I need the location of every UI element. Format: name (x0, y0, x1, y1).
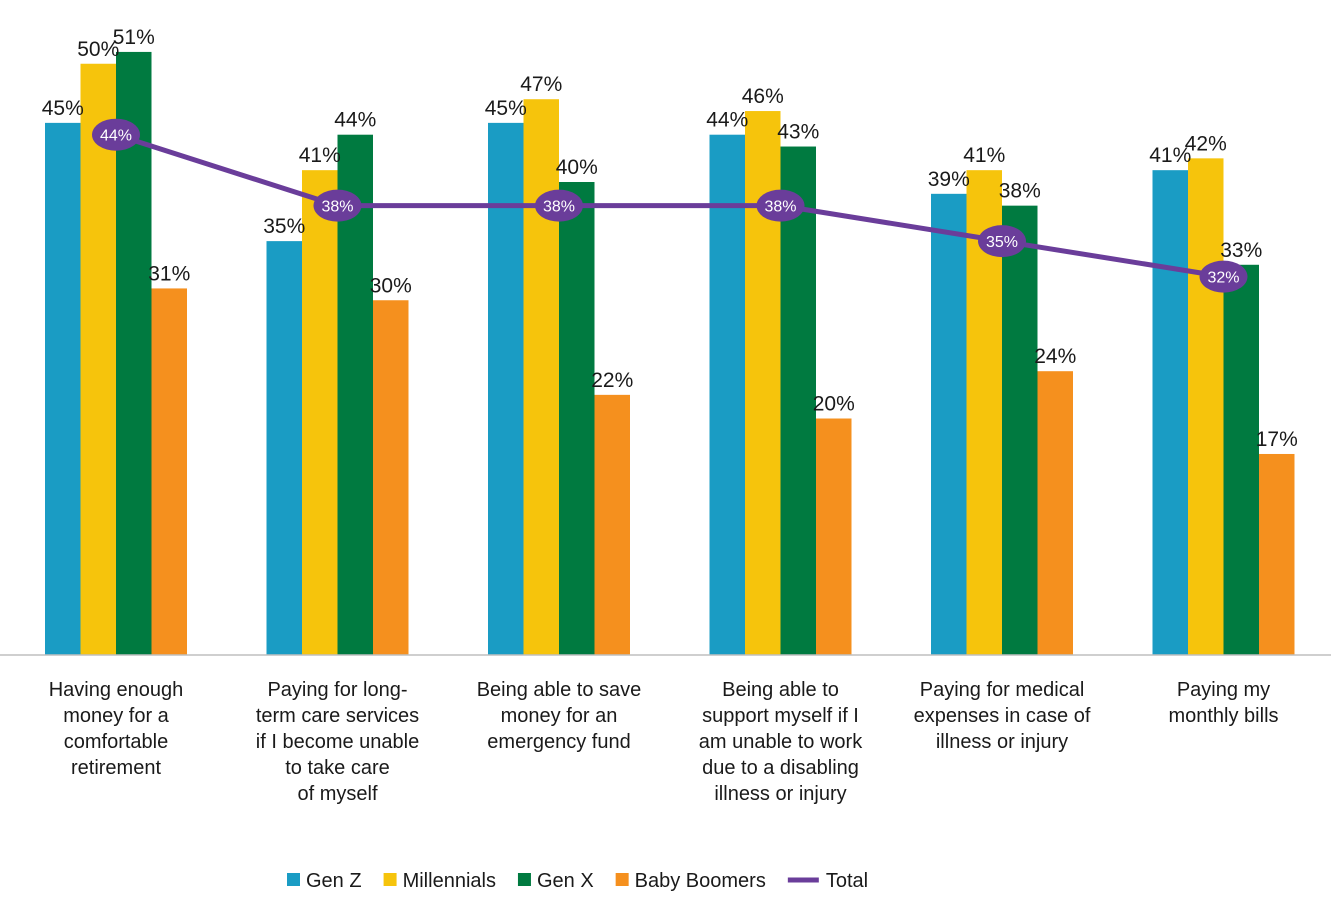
total-point (1199, 260, 1248, 293)
category-label: Being able to save money for an emergency … (477, 679, 642, 753)
bar-baby-boomers-0 (151, 288, 187, 655)
bar-value-label: 44% (334, 109, 376, 132)
total-line-layer: 44% 38% 38% 38% 35% 32% (92, 118, 1248, 293)
legend-swatch-gen-z (287, 873, 300, 886)
total-point (756, 189, 805, 222)
legend-label: Baby Boomers (635, 870, 766, 892)
bar-value-label: 41% (299, 144, 341, 167)
bar-millennials-2 (523, 99, 559, 656)
bar-gen-z-2 (488, 122, 524, 655)
bar-value-label: 46% (742, 85, 784, 108)
bar-millennials-0 (80, 63, 116, 655)
legend-label: Gen Z (306, 870, 362, 892)
bar-baby-boomers-4 (1037, 371, 1073, 655)
bar-value-label: 47% (520, 73, 562, 96)
bar-value-label: 24% (1034, 345, 1076, 368)
bar-gen-z-5 (1152, 170, 1188, 656)
bar-gen-x-0 (116, 51, 152, 656)
category-label: Paying my monthly bills (1168, 679, 1278, 727)
total-value-label: 38% (764, 199, 796, 216)
category-label: Paying for long-term care services if I b… (256, 679, 419, 805)
bar-value-label: 17% (1256, 428, 1298, 451)
bar-value-label: 45% (485, 97, 527, 120)
bar-value-label: 43% (777, 121, 819, 144)
legend-label: Total (826, 870, 868, 892)
total-value-label: 38% (321, 199, 353, 216)
category-label: Having enough money for a comfortable retir… (49, 679, 184, 779)
total-value-label: 44% (100, 128, 132, 145)
total-point (978, 225, 1026, 258)
bar-gen-x-3 (780, 146, 816, 655)
bar-value-label: 38% (999, 180, 1041, 203)
total-value-label: 32% (1207, 270, 1239, 287)
bar-value-label: 20% (813, 393, 855, 416)
bar-value-label: 33% (1220, 239, 1262, 262)
bar-millennials-5 (1188, 158, 1224, 655)
bar-baby-boomers-2 (594, 394, 630, 655)
category-labels: Having enough money for a comfortable retir… (49, 679, 1279, 805)
bar-gen-z-3 (709, 134, 745, 655)
bar-value-label: 41% (963, 144, 1005, 167)
bar-gen-x-5 (1223, 264, 1259, 655)
category-label: Paying for medical expenses in case of ill… (914, 679, 1091, 753)
bar-value-label: 22% (591, 369, 633, 392)
bar-layer (45, 51, 1295, 656)
legend-swatch-gen-x (517, 873, 531, 886)
legend-swatch-millennials (383, 873, 397, 886)
bar-baby-boomers-3 (816, 418, 852, 655)
bar-value-label: 39% (928, 168, 970, 191)
legend-swatch-baby-boomers (615, 873, 629, 886)
total-value-label: 35% (986, 234, 1018, 251)
legend-label: Gen X (537, 870, 594, 892)
bar-value-label: 40% (556, 156, 598, 179)
bar-value-label: 35% (263, 215, 305, 238)
legend: Gen Z Millennials Gen X Baby Boomers Total (287, 870, 868, 892)
bar-value-label: 31% (148, 262, 190, 285)
bar-value-label: 51% (113, 26, 155, 49)
total-value-label: 38% (543, 199, 575, 216)
bar-baby-boomers-1 (373, 300, 409, 655)
total-point (535, 189, 583, 222)
bar-value-label: 41% (1149, 144, 1191, 167)
bar-gen-z-4 (931, 193, 967, 655)
bar-value-label: 45% (42, 97, 84, 120)
bar-gen-z-1 (266, 241, 302, 655)
bar-gen-x-1 (337, 134, 373, 655)
total-point (313, 189, 362, 222)
total-line (115, 132, 1224, 280)
legend-label: Millennials (403, 870, 496, 892)
bar-value-label: 44% (706, 109, 748, 132)
total-point (92, 118, 140, 151)
bar-millennials-1 (302, 170, 338, 656)
bar-value-label: 42% (1185, 132, 1227, 155)
bar-gen-x-2 (559, 182, 595, 655)
bar-value-label: 50% (77, 38, 119, 61)
bar-value-labels: 45%50%51%31%35%41%44%30%45%47%40%22%44%4… (42, 26, 1298, 451)
bar-gen-z-0 (45, 122, 81, 655)
bar-baby-boomers-5 (1259, 453, 1295, 655)
bar-gen-x-4 (1002, 205, 1038, 655)
bar-value-label: 30% (370, 274, 412, 297)
